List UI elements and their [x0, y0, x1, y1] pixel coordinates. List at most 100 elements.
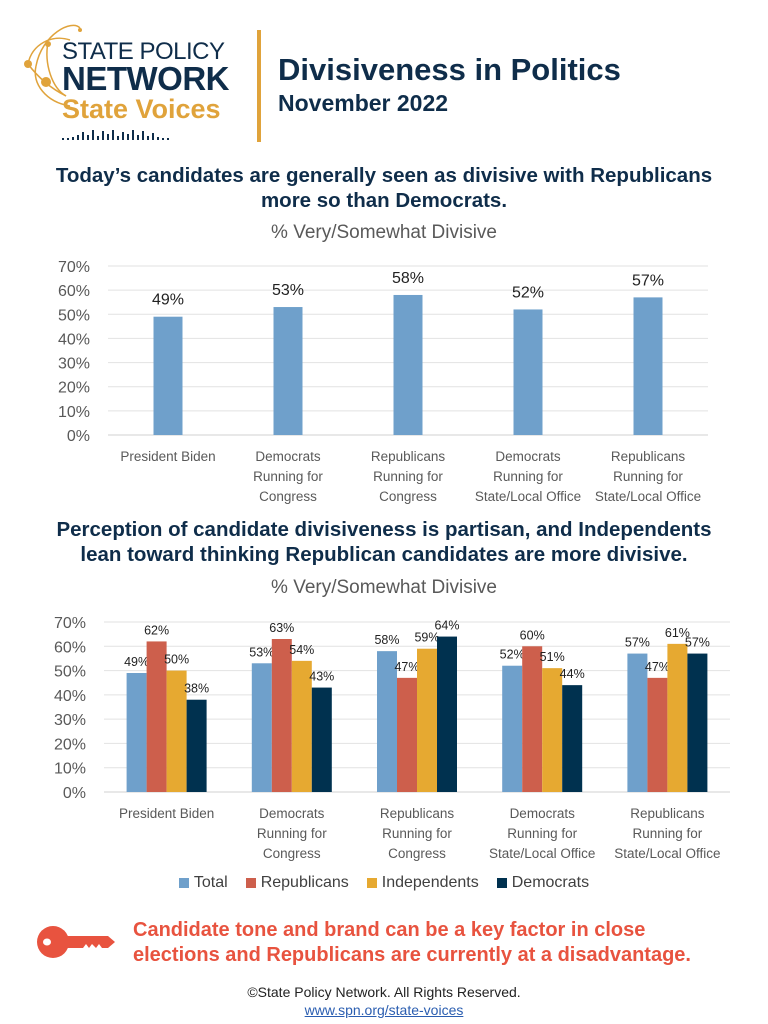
network-orbit-icon: [24, 24, 82, 107]
y-tick-label: 0%: [63, 785, 86, 802]
bar: [273, 307, 303, 435]
chart1: 0% 10% 20% 30% 40% 50% 60% 70% President Biden De…: [58, 259, 708, 504]
legend-item-independents: Independents: [366, 874, 479, 892]
section1-headline: Today’s candidates are generally seen as…: [0, 163, 768, 213]
copyright: ©State Policy Network. All Rights Reserv…: [247, 984, 521, 1000]
legend-item-total: Total: [178, 874, 228, 892]
callout-line1: Candidate tone and brand can be a key fa…: [133, 919, 646, 941]
sound-wave-icon: [62, 128, 169, 140]
x-tick-label: President Biden: [120, 449, 215, 464]
bar-total: [126, 673, 147, 792]
x-tick-label: State/Local Office: [475, 489, 581, 504]
data-label: 57%: [632, 272, 664, 289]
bar-independents: [542, 668, 563, 792]
x-tick-label: President Biden: [119, 806, 214, 821]
x-tick-label: Congress: [263, 846, 321, 861]
data-label: 53%: [249, 645, 274, 659]
data-label: 52%: [500, 648, 525, 662]
y-tick-label: 70%: [58, 259, 90, 276]
legend-item-democrats: Democrats: [496, 874, 589, 892]
data-label: 44%: [560, 667, 585, 681]
y-tick-label: 70%: [54, 615, 86, 632]
section2-headline-line2: lean toward thinking Republican candidat…: [80, 543, 688, 566]
bar-republicans: [271, 639, 292, 792]
x-tick-label: State/Local Office: [489, 846, 595, 861]
data-label: 49%: [124, 655, 149, 669]
data-label: 59%: [414, 631, 439, 645]
data-label: 62%: [144, 623, 169, 637]
chart2-title: % Very/Somewhat Divisive: [271, 577, 497, 598]
bar-independents: [417, 648, 437, 792]
bar-total: [627, 653, 648, 792]
y-tick-label: 20%: [54, 736, 86, 753]
x-tick-label: Running for: [633, 826, 703, 841]
section2-headline-line1: Perception of candidate divisiveness is …: [56, 518, 712, 541]
y-tick-label: 30%: [54, 712, 86, 729]
y-tick-label: 30%: [58, 356, 90, 373]
bar-independents: [667, 643, 688, 792]
data-label: 57%: [685, 636, 710, 650]
data-label: 47%: [645, 660, 670, 674]
x-tick-label: State/Local Office: [595, 489, 701, 504]
bar-total: [251, 663, 272, 792]
chart2: 0% 10% 20% 30% 40% 50% 60% 70% President Biden De…: [54, 615, 730, 861]
callout-text: Candidate tone and brand can be a key fa…: [133, 918, 691, 968]
legend-label-republicans: Republicans: [260, 874, 349, 891]
section2-headline: Perception of candidate divisiveness is …: [0, 517, 768, 567]
x-tick-label: Democrats: [495, 449, 561, 464]
bar: [393, 294, 423, 435]
bar: [153, 316, 183, 435]
data-label: 38%: [184, 682, 209, 696]
legend-swatch-total: [178, 878, 189, 888]
bar-independents: [166, 670, 187, 792]
bar-democrats: [186, 699, 207, 792]
bar-total: [377, 651, 397, 792]
y-tick-label: 50%: [58, 307, 90, 324]
section1-headline-line2: more so than Democrats.: [260, 189, 508, 212]
y-tick-label: 10%: [54, 761, 86, 778]
x-tick-label: Congress: [259, 489, 317, 504]
key-icon: [37, 926, 115, 958]
bar-republicans: [146, 641, 167, 792]
y-tick-label: 10%: [58, 404, 90, 421]
x-tick-label: Democrats: [510, 806, 576, 821]
x-tick-label: Running for: [493, 469, 563, 484]
data-label: 64%: [434, 619, 459, 633]
page-subtitle: November 2022: [278, 90, 449, 116]
y-tick-label: 0%: [67, 428, 90, 445]
x-tick-label: Running for: [507, 826, 577, 841]
data-label: 58%: [374, 633, 399, 647]
y-tick-label: 60%: [54, 639, 86, 656]
bar-democrats: [437, 636, 457, 792]
bar-total: [502, 665, 523, 792]
bar-independents: [291, 660, 312, 792]
data-label: 43%: [309, 670, 334, 684]
x-tick-label: Republicans: [630, 806, 705, 821]
x-tick-label: Running for: [613, 469, 683, 484]
data-label: 52%: [512, 284, 544, 301]
data-label: 54%: [289, 643, 314, 657]
bar: [633, 297, 663, 435]
y-tick-label: 40%: [54, 688, 86, 705]
x-tick-label: Republicans: [380, 806, 455, 821]
x-tick-label: Running for: [253, 469, 323, 484]
data-label: 53%: [272, 282, 304, 299]
spn-logo: STATE POLICY NETWORK State Voices: [22, 14, 242, 140]
y-tick-label: 20%: [58, 380, 90, 397]
legend-swatch-independents: [366, 878, 377, 888]
site-link[interactable]: www.spn.org/state-voices: [304, 1002, 464, 1018]
callout-line2: elections and Republicans are currently …: [133, 944, 691, 966]
data-label: 57%: [625, 636, 650, 650]
bar-democrats: [562, 685, 583, 792]
bar-republicans: [522, 646, 543, 792]
legend-label-independents: Independents: [381, 874, 479, 891]
data-label: 60%: [520, 628, 545, 642]
page-title: Divisiveness in Politics: [278, 52, 621, 87]
logo-line-state-voices: State Voices: [62, 94, 221, 124]
bar-democrats: [311, 687, 332, 792]
x-tick-label: Democrats: [255, 449, 321, 464]
legend-swatch-republicans: [245, 878, 256, 888]
y-tick-label: 60%: [58, 283, 90, 300]
bar-democrats: [687, 653, 708, 792]
legend-label-total: Total: [193, 874, 228, 891]
